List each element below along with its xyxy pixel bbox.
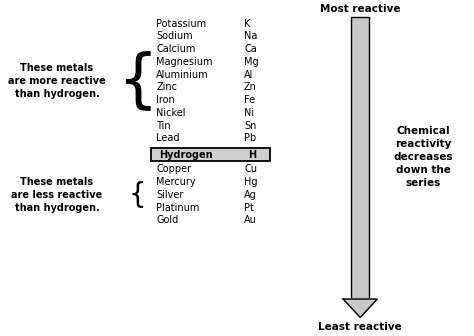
- Text: Ca: Ca: [244, 44, 257, 54]
- Polygon shape: [343, 299, 377, 318]
- Text: Cu: Cu: [244, 164, 257, 174]
- Text: Iron: Iron: [156, 95, 175, 105]
- Text: Sn: Sn: [244, 121, 256, 131]
- Text: Pb: Pb: [244, 133, 256, 143]
- Text: Least reactive: Least reactive: [319, 322, 402, 332]
- Text: Mg: Mg: [244, 57, 259, 67]
- Text: Aluminium: Aluminium: [156, 70, 209, 80]
- Text: Tin: Tin: [156, 121, 171, 131]
- Text: Zn: Zn: [244, 82, 257, 92]
- Text: Calcium: Calcium: [156, 44, 196, 54]
- Text: Hg: Hg: [244, 177, 257, 187]
- Bar: [151, 148, 270, 161]
- Text: H: H: [248, 150, 256, 160]
- Text: Nickel: Nickel: [156, 108, 186, 118]
- Text: Chemical
reactivity
decreases
down the
series: Chemical reactivity decreases down the s…: [393, 126, 453, 188]
- Text: Potassium: Potassium: [156, 18, 207, 29]
- Text: Na: Na: [244, 31, 257, 41]
- Text: K: K: [244, 18, 250, 29]
- Text: Gold: Gold: [156, 215, 179, 225]
- Text: Ag: Ag: [244, 190, 257, 200]
- Text: Mercury: Mercury: [156, 177, 196, 187]
- Text: Zinc: Zinc: [156, 82, 177, 92]
- Text: Hydrogen: Hydrogen: [159, 150, 212, 160]
- Text: Platinum: Platinum: [156, 203, 200, 213]
- Text: {: {: [128, 181, 146, 209]
- Text: Au: Au: [244, 215, 257, 225]
- Text: Lead: Lead: [156, 133, 180, 143]
- Text: Silver: Silver: [156, 190, 184, 200]
- Text: Magnesium: Magnesium: [156, 57, 213, 67]
- Text: {: {: [117, 50, 158, 112]
- Text: Pt: Pt: [244, 203, 254, 213]
- Text: Most reactive: Most reactive: [320, 4, 401, 14]
- Text: These metals
are more reactive
than hydrogen.: These metals are more reactive than hydr…: [8, 63, 106, 99]
- Text: Copper: Copper: [156, 164, 191, 174]
- Text: Sodium: Sodium: [156, 31, 193, 41]
- Bar: [351, 17, 369, 299]
- Text: These metals
are less reactive
than hydrogen.: These metals are less reactive than hydr…: [11, 177, 102, 213]
- Text: Fe: Fe: [244, 95, 255, 105]
- Text: Al: Al: [244, 70, 254, 80]
- Text: Ni: Ni: [244, 108, 254, 118]
